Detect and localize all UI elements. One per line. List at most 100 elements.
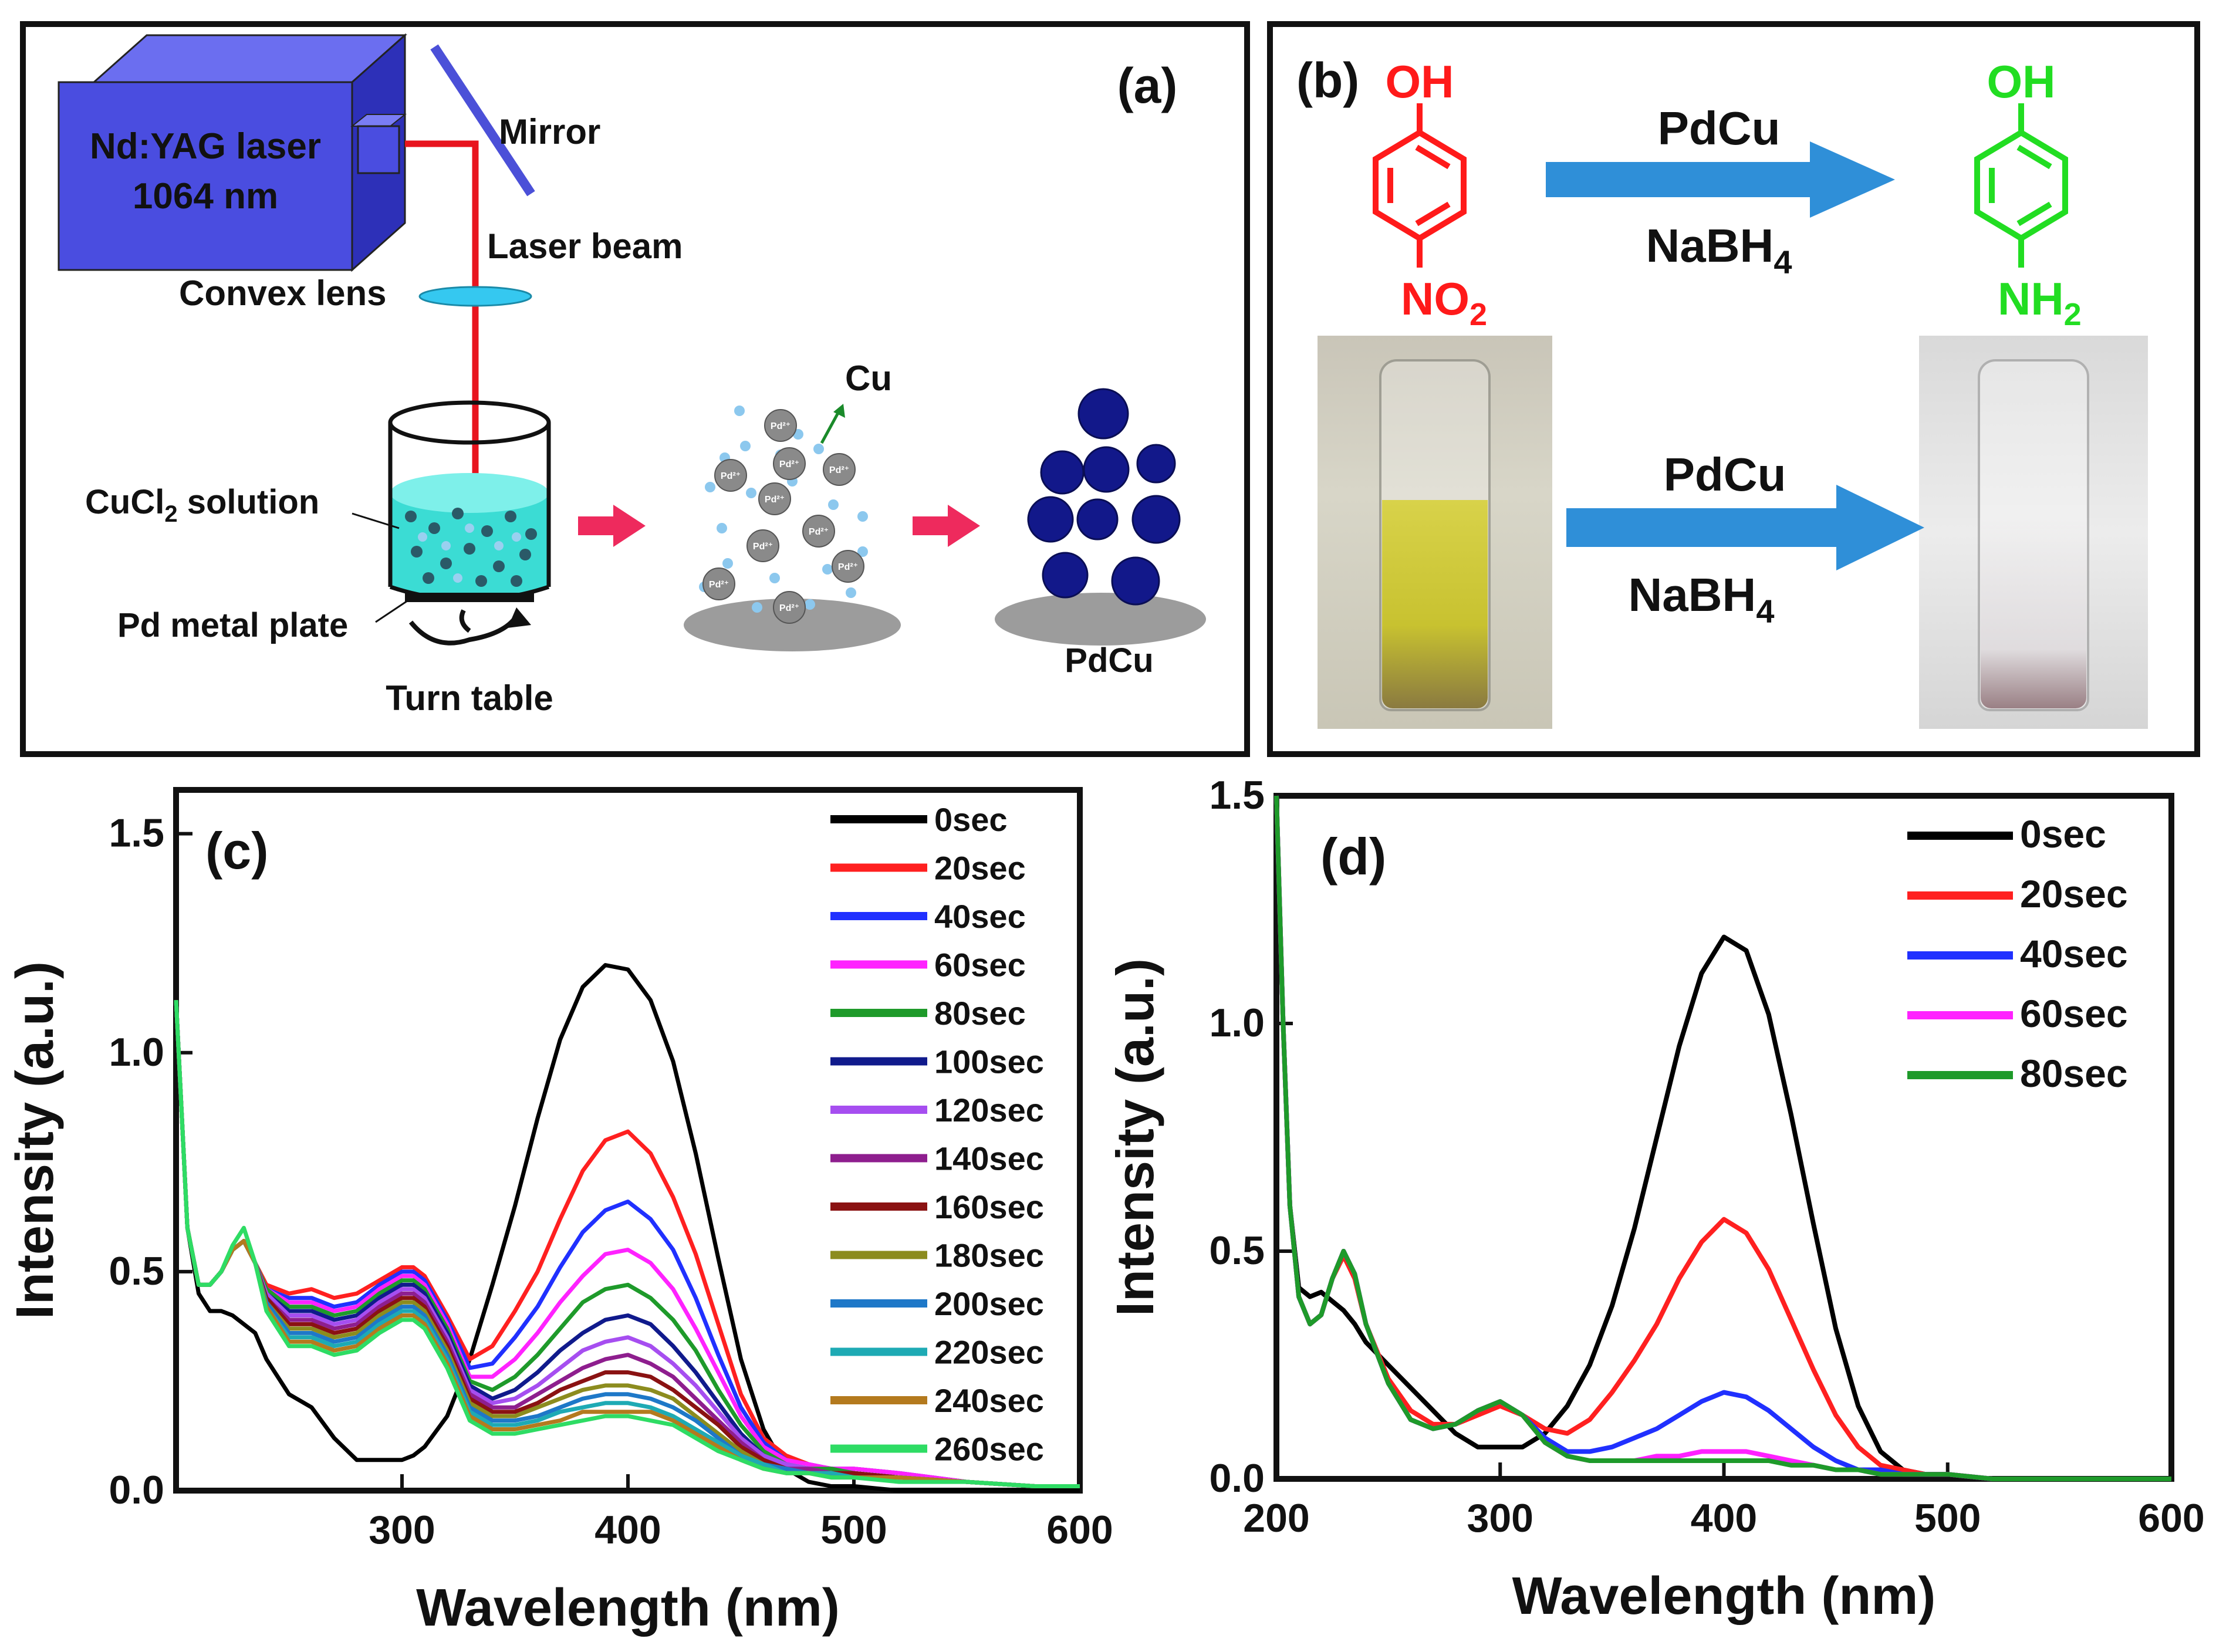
aminophenol-oh: OH: [1987, 56, 2056, 107]
process-arrow-1: [578, 505, 646, 547]
series-line-260sec: [174, 1000, 1080, 1488]
legend-label-240sec: 240sec: [934, 1382, 1044, 1419]
x-tick-label: 600: [1046, 1508, 1113, 1552]
x-tick-label: 500: [1914, 1496, 1981, 1540]
laser-beam: [405, 140, 479, 587]
x-tick-label: 400: [1691, 1496, 1757, 1540]
solution-particles: [405, 508, 537, 587]
nitrophenol-no2: NO2: [1401, 273, 1487, 332]
legend-label-60sec: 60sec: [2020, 992, 2128, 1035]
vial-yellow-liquid: [1382, 500, 1488, 708]
y-axis-label: Intensity (a.u.): [6, 961, 65, 1319]
legend-label-0sec: 0sec: [2020, 812, 2106, 856]
legend-label-20sec: 20sec: [2020, 872, 2128, 915]
y-tick-label: 1.0: [1209, 1001, 1265, 1045]
turn-table-label: Turn table: [386, 678, 553, 718]
svg-text:Pd²⁺: Pd²⁺: [779, 460, 799, 469]
chart-d: 200 300 400 500 600 0.0 0.5 1.0 1.5 Wavelength (n…: [1115, 773, 2205, 1626]
x-tick-label: 400: [594, 1508, 661, 1552]
laser-name: Nd:YAG laser: [90, 126, 321, 167]
catalyst-label-top: PdCu: [1658, 102, 1781, 154]
mirror-label: Mirror: [499, 112, 600, 151]
y-tick-label: 0.5: [1209, 1228, 1265, 1273]
y-tick-label: 0.5: [109, 1249, 164, 1293]
svg-text:Pd²⁺: Pd²⁺: [753, 542, 773, 552]
beaker: [388, 400, 551, 602]
vial-photo-nitrophenol: [1318, 336, 1552, 729]
svg-text:Pd²⁺: Pd²⁺: [838, 562, 858, 572]
x-tick-label: 600: [2138, 1496, 2204, 1540]
laser-source: [58, 33, 407, 272]
y-tick-label: 0.0: [109, 1468, 164, 1512]
vial-clear-liquid: [1981, 512, 2086, 708]
legend-label-80sec: 80sec: [934, 995, 1026, 1032]
series-line-0sec: [174, 963, 1080, 1493]
svg-text:Pd²⁺: Pd²⁺: [809, 527, 829, 537]
y-tick-label: 1.5: [1209, 773, 1265, 817]
svg-text:Pd²⁺: Pd²⁺: [771, 421, 791, 431]
legend-label-200sec: 200sec: [934, 1285, 1044, 1322]
svg-text:Pd²⁺: Pd²⁺: [721, 471, 741, 481]
legend-label-60sec: 60sec: [934, 947, 1026, 984]
svg-text:Pd²⁺: Pd²⁺: [765, 495, 785, 505]
legend-label-140sec: 140sec: [934, 1140, 1044, 1177]
series-line-80sec: [1274, 795, 2171, 1481]
intermediate-shadow: [684, 599, 901, 651]
y-tick-label: 1.5: [109, 811, 164, 856]
pd-ion-labels: Pd²⁺ Pd²⁺ Pd²⁺ Pd²⁺ Pd²⁺ Pd²⁺ Pd²⁺ Pd²⁺ Pd²⁺…: [709, 421, 858, 613]
reaction-arrow-bottom: [1566, 485, 1924, 570]
mirror: [430, 44, 535, 197]
x-tick-label: 500: [820, 1508, 887, 1552]
legend-label-180sec: 180sec: [934, 1237, 1044, 1274]
pd-ion-particles: [702, 409, 864, 624]
legend-label-0sec: 0sec: [934, 801, 1008, 838]
convex-lens: [418, 286, 532, 307]
reaction-arrow-top: [1546, 141, 1895, 218]
y-tick-label: 1.0: [109, 1030, 164, 1075]
svg-text:Pd²⁺: Pd²⁺: [779, 603, 799, 613]
plate-leader: [375, 597, 411, 623]
legend-label-20sec: 20sec: [934, 850, 1026, 887]
pdcu-nanoparticles: [1027, 388, 1181, 606]
plot-frame: [1273, 793, 2174, 1482]
reductant-label-bottom: NaBH4: [1629, 569, 1775, 630]
catalyst-label-bottom: PdCu: [1664, 448, 1786, 501]
svg-text:Pd²⁺: Pd²⁺: [709, 580, 729, 590]
legend-label-100sec: 100sec: [934, 1043, 1044, 1080]
solution-leader: [352, 512, 400, 529]
panel-b-scheme: (b) OH NO2 OH NH2 PdCu NaBH4 PdCu NaBH4: [1296, 53, 2082, 630]
panel-b-label: (b): [1296, 53, 1359, 108]
legend-label-40sec: 40sec: [934, 898, 1026, 935]
aminophenol-structure: [1974, 103, 2068, 268]
legend-label-80sec: 80sec: [2020, 1052, 2128, 1095]
nitrophenol-oh: OH: [1386, 56, 1454, 107]
turn-table-arrow: [408, 607, 531, 646]
cu-arrow: [820, 404, 845, 444]
legend-label-40sec: 40sec: [2020, 932, 2128, 975]
aminophenol-nh2: NH2: [1998, 273, 2082, 332]
svg-text:Pd²⁺: Pd²⁺: [829, 465, 849, 475]
solution-cu-particles: [418, 523, 521, 583]
panel-a-schematic: (a) Nd:YAG laser 1064 nm Mirror Laser be…: [58, 33, 1206, 718]
series-line-0sec: [1274, 795, 2171, 1481]
convex-lens-label: Convex lens: [179, 273, 386, 313]
process-arrow-2: [913, 505, 980, 547]
legend-label-120sec: 120sec: [934, 1092, 1044, 1129]
nitrophenol-structure: [1373, 103, 1467, 268]
x-tick-label: 300: [369, 1508, 435, 1552]
panel-label: (c): [205, 822, 269, 880]
metal-plate-label: Pd metal plate: [117, 606, 348, 644]
laser-wavelength: 1064 nm: [133, 176, 278, 217]
solution-label: CuCl2 solution: [85, 483, 319, 527]
x-tick-label: 200: [1243, 1496, 1309, 1540]
legend-label-220sec: 220sec: [934, 1334, 1044, 1371]
legend-label-260sec: 260sec: [934, 1431, 1044, 1468]
product-label: PdCu: [1065, 641, 1153, 680]
x-tick-label: 300: [1467, 1496, 1533, 1540]
legend-label-160sec: 160sec: [934, 1188, 1044, 1225]
y-axis-label: Intensity (a.u.): [1115, 958, 1165, 1316]
laser-beam-label: Laser beam: [487, 227, 683, 266]
chart-c: 300 400 500 600 0.0 0.5 1.0 1.5 Wavelength (nm) I…: [6, 787, 1113, 1637]
x-axis-label: Wavelength (nm): [1512, 1567, 1936, 1626]
vial-photo-aminophenol: [1919, 336, 2148, 729]
